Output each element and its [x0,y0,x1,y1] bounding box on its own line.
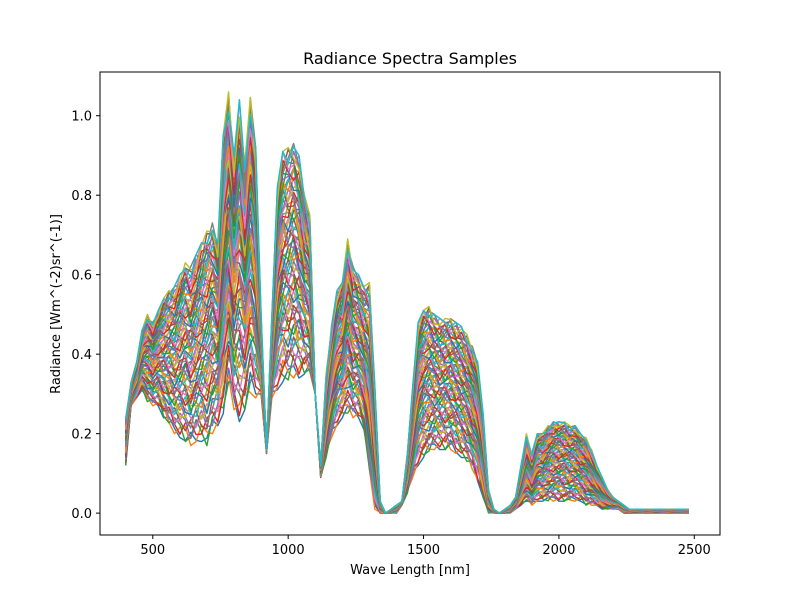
spectrum-series-line [125,99,689,514]
series-layer [125,91,689,514]
x-tick-label: 1000 [272,543,305,558]
plot-frame [99,71,721,536]
x-tick-label: 2500 [678,543,711,558]
x-axis: 500 1000 1500 2000 2500 [140,535,711,558]
y-tick-label: 0.2 [71,428,92,443]
chart-title: Radiance Spectra Samples [303,49,517,68]
y-tick-label: 0.0 [71,507,92,522]
y-tick-label: 0.6 [71,269,92,284]
x-tick-label: 1500 [407,543,440,558]
x-tick-label: 500 [140,543,165,558]
x-tick-label: 2000 [542,543,575,558]
y-axis: 0.0 0.2 0.4 0.6 0.8 1.0 [71,110,100,522]
y-tick-label: 0.8 [71,189,92,204]
x-axis-label: Wave Length [nm] [350,563,470,578]
y-tick-label: 0.4 [71,348,92,363]
y-axis-label: Radiance [Wm^(-2)sr^(-1)] [49,214,64,394]
y-tick-label: 1.0 [71,110,92,125]
